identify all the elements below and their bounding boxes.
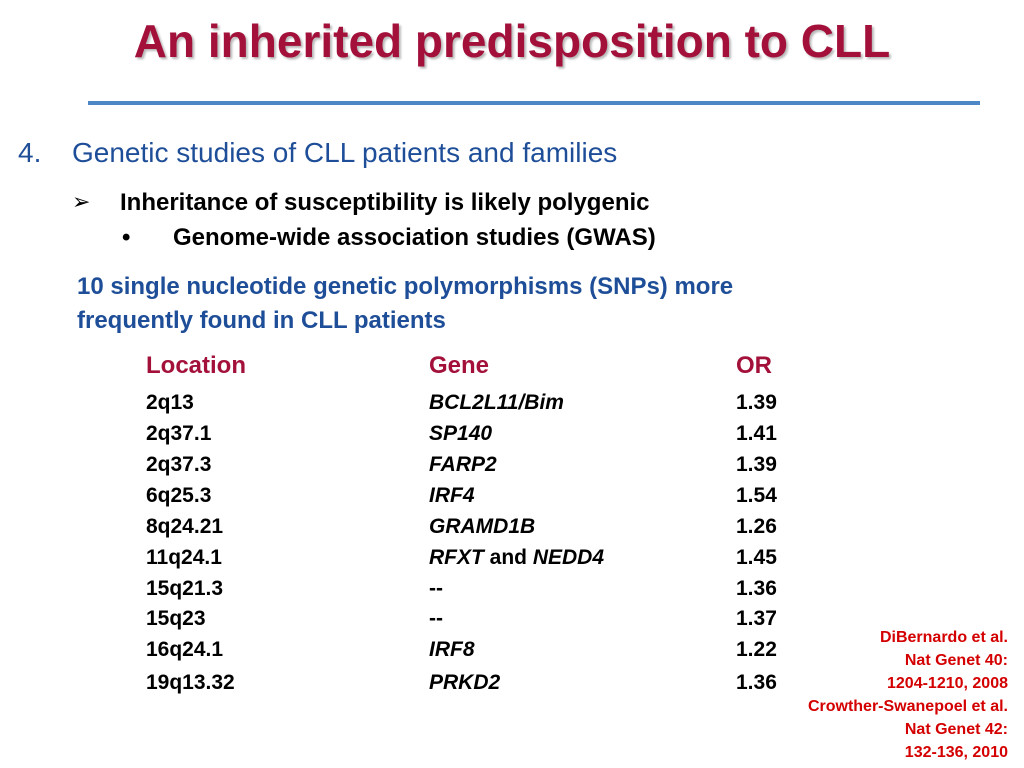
sub-point: Inheritance of susceptibility is likely … — [120, 189, 650, 216]
reference-line: 132-136, 2010 — [904, 744, 1008, 761]
gene-cell: IRF8 — [429, 638, 475, 662]
dot-bullet-icon: • — [122, 224, 131, 251]
gene-name: RFXT — [429, 546, 484, 569]
location-cell: 2q37.3 — [146, 453, 212, 476]
location-cell: 2q13 — [146, 391, 194, 414]
location-cell: 16q24.1 — [146, 638, 224, 661]
table-row: 15q21.3 -- 1.36 — [0, 577, 820, 607]
table-row: 2q13 BCL2L11/Bim 1.39 — [0, 391, 820, 421]
intro-line-2: frequently found in CLL patients — [77, 307, 446, 334]
reference-block: DiBernardo et al. Nat Genet 40: 1204-121… — [708, 626, 1008, 764]
reference-line: Nat Genet 40: — [904, 652, 1008, 669]
or-cell: 1.39 — [736, 453, 777, 476]
gene-name: PRKD2 — [429, 671, 501, 694]
gene-name: FARP2 — [429, 453, 497, 476]
gene-name: IRF4 — [429, 484, 475, 507]
location-cell: 11q24.1 — [146, 546, 222, 569]
table-row: 16q24.1 IRF8 1.22 — [0, 638, 820, 668]
gene-name: IRF8 — [429, 638, 475, 661]
location-cell: 15q21.3 — [146, 577, 224, 600]
table-row: 2q37.3 FARP2 1.39 — [0, 453, 820, 483]
reference-line: DiBernardo et al. — [879, 629, 1008, 646]
header-location: Location — [146, 352, 246, 379]
or-cell: 1.39 — [736, 391, 777, 414]
table-row: 11q24.1 RFXT and NEDD4 1.45 — [0, 546, 820, 576]
gene-cell: RFXT and NEDD4 — [429, 546, 604, 570]
reference-line: Crowther-Swanepoel et al. — [807, 698, 1008, 715]
gene-name-2: NEDD4 — [532, 546, 605, 569]
gene-cell: IRF4 — [429, 484, 475, 508]
arrow-bullet-icon: ➢ — [72, 189, 91, 214]
or-cell: 1.41 — [736, 422, 777, 445]
location-cell: 8q24.21 — [146, 515, 224, 538]
location-cell: 19q13.32 — [146, 671, 235, 694]
gene-conjunction: and — [483, 546, 533, 569]
section-heading: Genetic studies of CLL patients and fami… — [72, 137, 618, 168]
gene-cell: BCL2L11/Bim — [429, 391, 564, 415]
gene-name: SP140 — [429, 422, 493, 445]
or-cell: 1.22 — [736, 638, 777, 661]
gene-name: BCL2L11/Bim — [429, 391, 564, 414]
header-or: OR — [736, 352, 772, 379]
reference-line: Nat Genet 42: — [904, 721, 1008, 738]
table-row: 19q13.32 PRKD2 1.36 — [0, 671, 820, 701]
gene-cell: SP140 — [429, 422, 492, 446]
or-cell: 1.36 — [736, 577, 777, 600]
or-cell: 1.36 — [736, 671, 777, 694]
location-cell: 6q25.3 — [146, 484, 212, 507]
table-row: 2q37.1 SP140 1.41 — [0, 422, 820, 452]
or-cell: 1.45 — [736, 546, 777, 569]
gene-cell: -- — [429, 577, 443, 600]
reference-line: 1204-1210, 2008 — [887, 675, 1008, 692]
location-cell: 2q37.1 — [146, 422, 212, 445]
header-gene: Gene — [429, 352, 490, 379]
intro-line-1: 10 single nucleotide genetic polymorphis… — [77, 273, 734, 300]
gene-cell: FARP2 — [429, 453, 497, 477]
location-cell: 15q23 — [146, 607, 206, 630]
gene-name: GRAMD1B — [429, 515, 536, 538]
table-row: 6q25.3 IRF4 1.54 — [0, 484, 820, 514]
section-number: 4. — [18, 137, 42, 168]
sub-sub-point: Genome-wide association studies (GWAS) — [173, 224, 656, 251]
or-cell: 1.26 — [736, 515, 777, 538]
or-cell: 1.37 — [736, 607, 777, 630]
slide-title: An inherited predisposition to CLL — [133, 15, 891, 67]
or-cell: 1.54 — [736, 484, 777, 507]
table-row: 15q23 -- 1.37 — [0, 607, 820, 637]
gene-cell: -- — [429, 607, 443, 630]
gene-cell: PRKD2 — [429, 671, 500, 695]
intro-text: 10 single nucleotide genetic polymorphis… — [77, 270, 897, 338]
title-divider — [88, 101, 980, 105]
table-row: 8q24.21 GRAMD1B 1.26 — [0, 515, 820, 545]
gene-cell: GRAMD1B — [429, 515, 535, 539]
